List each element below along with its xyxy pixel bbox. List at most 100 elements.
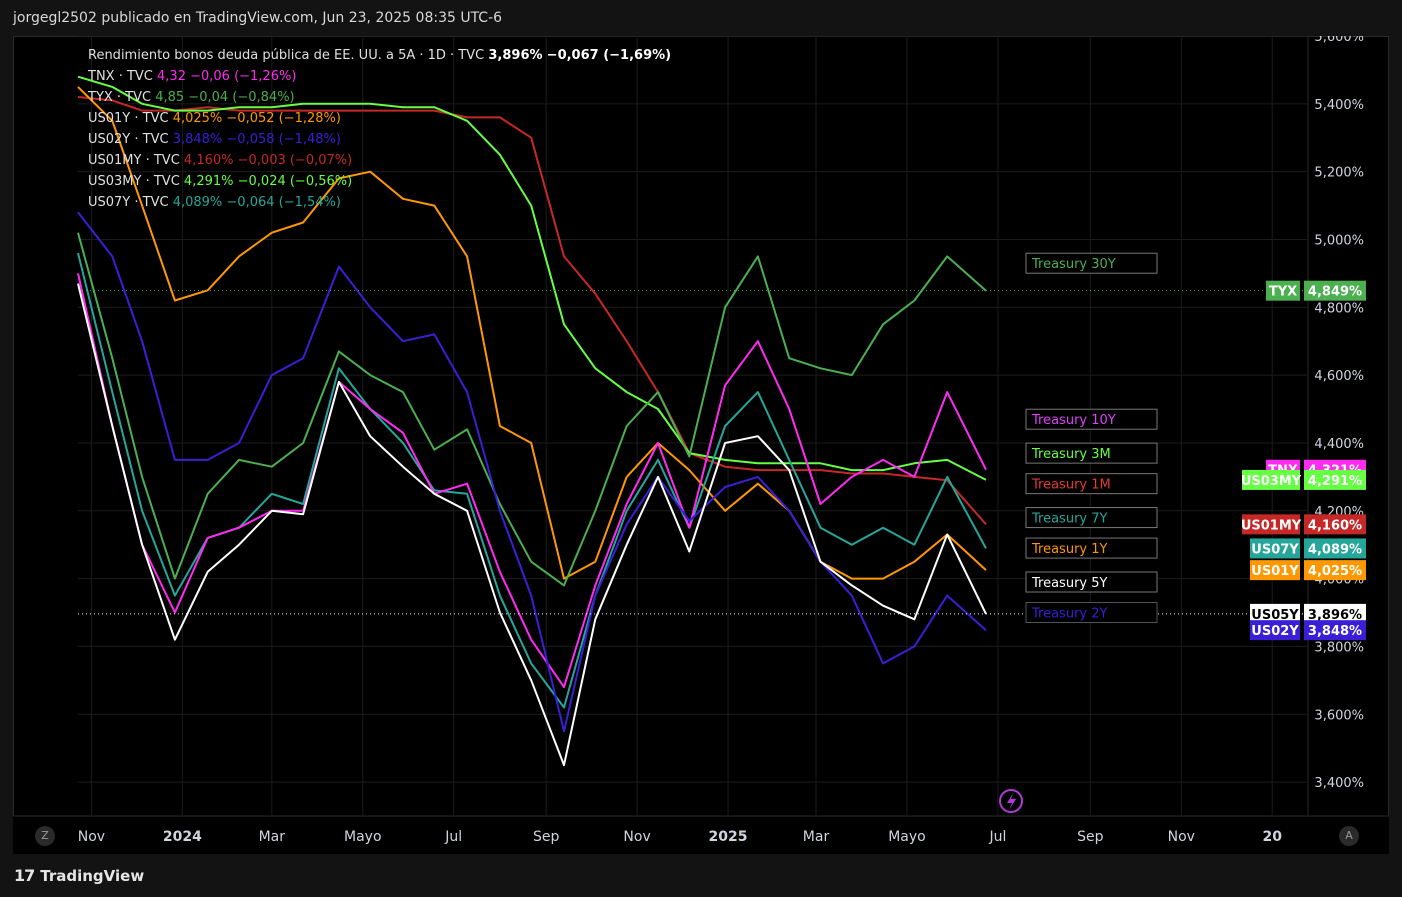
legend-value: 3,848% −0,058 (−1,48%) (172, 132, 341, 147)
scale-toggle-left-button[interactable]: Z (35, 826, 55, 846)
footer-brand[interactable]: 17 TradingView (14, 866, 144, 885)
price-tag-symbol: US03MY (1241, 474, 1302, 489)
y-tick-label: 3,600% (1314, 708, 1364, 723)
y-tick-label: 5,000% (1314, 233, 1364, 248)
annotation-box[interactable] (1025, 571, 1158, 593)
annotation-label: Treasury 2Y (1031, 607, 1108, 622)
price-tag-value-bg (1304, 620, 1366, 641)
tradingview-logo-icon: 17 (14, 866, 35, 885)
annotation-label: Treasury 10Y (1031, 413, 1116, 428)
price-tag-symbol-bg (1250, 620, 1300, 641)
legend-main-value: 3,896% (488, 48, 543, 63)
legend-symbol: US01MY · TVC (88, 153, 184, 168)
annotation-label: Treasury 3M (1031, 447, 1111, 462)
legend: Rendimiento bonos deuda pública de EE. U… (88, 45, 671, 213)
price-tag-value-bg (1304, 538, 1366, 559)
legend-value: 4,025% −0,052 (−1,28%) (172, 111, 341, 126)
legend-row[interactable]: US03MY · TVC 4,291% −0,024 (−0,56%) (88, 171, 671, 192)
legend-main-title: Rendimiento bonos deuda pública de EE. U… (88, 48, 485, 63)
x-tick-label: Mar (803, 829, 830, 845)
legend-row[interactable]: US07Y · TVC 4,089% −0,064 (−1,54%) (88, 192, 671, 213)
annotation-box[interactable] (1025, 408, 1158, 430)
price-tag-value-bg (1304, 469, 1366, 490)
series-line-us01y (77, 86, 987, 580)
price-tag-value-bg (1304, 560, 1366, 581)
price-tag-value: 4,160% (1308, 518, 1362, 533)
price-tag-value: 4,849% (1308, 285, 1362, 300)
legend-symbol: US07Y · TVC (88, 195, 173, 210)
price-tag-symbol-bg (1250, 538, 1300, 559)
annotation-label: Treasury 30Y (1031, 257, 1116, 272)
lightning-glyph (1007, 793, 1016, 810)
price-tag-value-bg (1304, 280, 1366, 301)
legend-symbol: US03MY · TVC (88, 174, 184, 189)
x-tick-label: 20 (1262, 829, 1282, 845)
x-tick-label: Jul (988, 829, 1006, 845)
annotation-label: Treasury 1M (1031, 478, 1111, 493)
series-line-tnx (77, 273, 987, 689)
annotation-box[interactable] (1025, 252, 1158, 274)
price-tag-value: 3,896% (1308, 608, 1362, 623)
x-tick-label: Mar (259, 829, 286, 845)
price-tag-value: 4,025% (1308, 564, 1362, 579)
price-tag-symbol-bg (1242, 514, 1300, 535)
legend-value: 4,160% −0,003 (−0,07%) (183, 153, 353, 168)
annotation-box[interactable] (1025, 442, 1158, 464)
legend-row[interactable]: TNX · TVC 4,32 −0,06 (−1,26%) (88, 66, 671, 87)
price-tag-value-bg (1304, 514, 1366, 535)
chart-svg[interactable]: 5,600% 5,400% 5,200% 5,000% 4,800% 4,600% 4,40… (13, 36, 1389, 854)
x-tick-label: 2024 (163, 829, 202, 845)
price-tag-symbol-bg (1250, 603, 1300, 624)
price-tag-symbol-bg (1250, 560, 1300, 581)
legend-main-change: −0,067 (−1,69%) (546, 48, 672, 63)
y-tick-label: 3,400% (1314, 776, 1364, 791)
price-tag-symbol: US05Y (1251, 608, 1299, 623)
series-line-us02y (77, 211, 987, 733)
price-tag-symbol: US02Y (1251, 624, 1299, 639)
y-tick-label: 5,200% (1314, 166, 1364, 181)
legend-row[interactable]: TYX · TVC 4,85 −0,04 (−0,84%) (88, 87, 671, 108)
legend-rows: TNX · TVC 4,32 −0,06 (−1,26%) TYX · TVC 4… (88, 66, 671, 213)
legend-symbol: US02Y · TVC (88, 132, 173, 147)
annotation-label: Treasury 1Y (1031, 542, 1108, 557)
annotation-box[interactable] (1025, 507, 1158, 529)
price-tag-symbol-bg (1266, 280, 1300, 301)
auto-scale-button[interactable]: A (1339, 826, 1359, 846)
price-tag-value: 4,089% (1308, 542, 1362, 557)
price-tag-symbol: US01MY (1241, 518, 1302, 533)
x-tick-label: Mayo (888, 829, 926, 845)
x-tick-label: Sep (533, 829, 560, 845)
lightning-icon[interactable] (999, 789, 1023, 813)
x-tick-label: Mayo (344, 829, 382, 845)
series-line-us01my (77, 96, 987, 525)
x-tick-label: 2025 (709, 829, 748, 845)
x-tick-label: Sep (1077, 829, 1104, 845)
time-axis-band (13, 816, 1389, 854)
legend-value: 4,32 −0,06 (−1,26%) (157, 69, 297, 84)
y-tick-label: 4,800% (1314, 301, 1364, 316)
annotation-label: Treasury 7Y (1031, 512, 1108, 527)
series-line-us03my (77, 75, 987, 481)
legend-row[interactable]: US01Y · TVC 4,025% −0,052 (−1,28%) (88, 108, 671, 129)
annotation-box[interactable] (1025, 537, 1158, 559)
annotation-box[interactable] (1025, 602, 1158, 624)
chart-frame (13, 36, 1389, 854)
legend-value: 4,291% −0,024 (−0,56%) (183, 174, 353, 189)
legend-symbol: US01Y · TVC (88, 111, 173, 126)
legend-row[interactable]: US01MY · TVC 4,160% −0,003 (−0,07%) (88, 150, 671, 171)
price-tag-symbol: TYX (1269, 285, 1297, 300)
series-line-us05y (77, 283, 987, 767)
x-tick-label: Nov (623, 829, 650, 845)
y-tick-label: 5,400% (1314, 98, 1364, 113)
legend-main: Rendimiento bonos deuda pública de EE. U… (88, 45, 671, 66)
y-tick-label: 4,400% (1314, 437, 1364, 452)
y-tick-label: 5,600% (1314, 36, 1364, 45)
legend-symbol: TYX · TVC (88, 90, 156, 105)
price-tag-value: 4,291% (1308, 474, 1362, 489)
legend-row[interactable]: US02Y · TVC 3,848% −0,058 (−1,48%) (88, 129, 671, 150)
price-tag-value: 3,848% (1308, 624, 1362, 639)
series-line-tyx (77, 232, 987, 587)
x-tick-label: Jul (444, 829, 462, 845)
annotation-box[interactable] (1025, 473, 1158, 495)
x-tick-label: Nov (78, 829, 105, 845)
